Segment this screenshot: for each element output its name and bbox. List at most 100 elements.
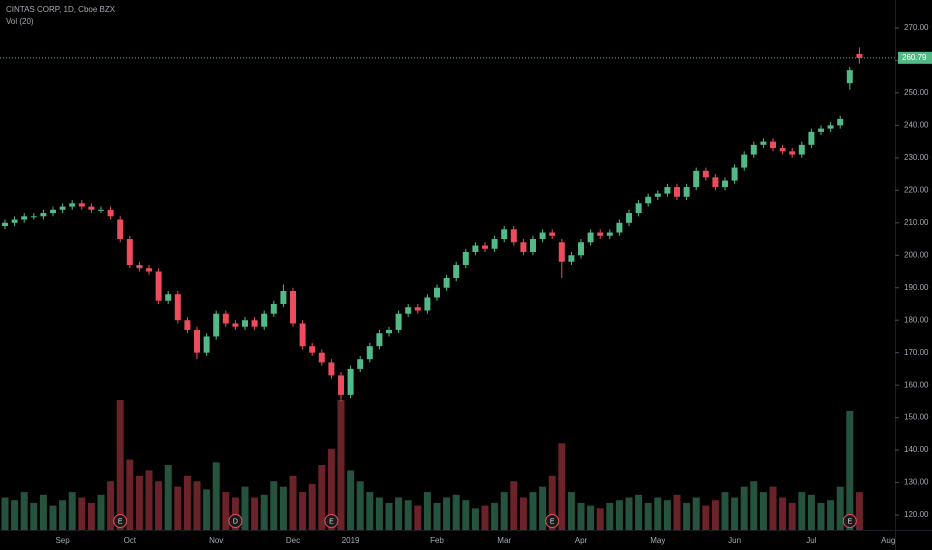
volume-bar xyxy=(231,497,239,530)
candle-body xyxy=(165,294,172,301)
volume-bar xyxy=(375,497,383,530)
candle-body xyxy=(510,229,517,243)
y-tick-label: 150.00 xyxy=(904,413,929,422)
volume-bar xyxy=(606,502,614,530)
volume-bar xyxy=(135,475,143,530)
candle-body xyxy=(30,216,37,218)
candle-body xyxy=(664,187,671,194)
candle-body xyxy=(558,242,565,262)
volume-bar xyxy=(587,505,595,530)
event-marker xyxy=(324,514,339,528)
candle-body xyxy=(587,232,594,243)
candle-body xyxy=(136,265,143,269)
event-label: E xyxy=(329,518,334,525)
volume-bar xyxy=(11,500,19,530)
volume-bar xyxy=(68,492,76,530)
candle-body xyxy=(299,323,306,347)
volume-bar xyxy=(558,443,566,530)
volume-bar xyxy=(452,494,460,530)
candle-body xyxy=(318,352,325,363)
candle-body xyxy=(280,290,287,304)
candle-body xyxy=(578,242,584,256)
candle-body xyxy=(98,209,104,211)
volume-bar xyxy=(635,494,643,530)
volume-bar xyxy=(721,492,729,530)
x-tick-label: Feb xyxy=(430,536,444,545)
volume-bar xyxy=(827,500,835,530)
candle-body xyxy=(261,313,268,327)
volume-bar xyxy=(337,400,345,530)
x-tick-label: Nov xyxy=(209,536,223,545)
candle-body xyxy=(155,271,162,301)
candle-body xyxy=(635,203,642,214)
volume-bar xyxy=(423,492,431,530)
y-tick-label: 200.00 xyxy=(904,250,929,259)
volume-bar xyxy=(596,508,604,530)
volume-bar xyxy=(625,497,633,530)
candle-body xyxy=(702,170,709,178)
x-tick-label: Oct xyxy=(124,536,137,545)
y-tick-label: 140.00 xyxy=(904,445,929,454)
volume-bar xyxy=(519,497,527,530)
candle-body xyxy=(674,187,680,197)
candle-body xyxy=(530,239,536,253)
candle-body xyxy=(11,219,18,223)
candle-body xyxy=(750,144,757,155)
volume-bar xyxy=(87,502,95,530)
volume-bar xyxy=(97,494,105,530)
volume-bar xyxy=(663,500,671,530)
candle-body xyxy=(645,196,652,204)
candle-body xyxy=(453,265,460,278)
candle-body xyxy=(549,232,556,236)
event-marker xyxy=(113,514,128,528)
volume-bar xyxy=(443,497,451,530)
volume-bar xyxy=(203,489,211,530)
volume-bar xyxy=(817,502,825,530)
candle-body xyxy=(366,346,373,360)
candle-body xyxy=(21,216,28,220)
volume-bar xyxy=(299,492,307,530)
volume-bar xyxy=(836,486,844,530)
candle-body xyxy=(482,245,488,249)
volume-bar xyxy=(529,492,537,530)
event-label: E xyxy=(118,518,123,525)
volume-bar xyxy=(731,497,739,530)
candle-body xyxy=(424,297,431,311)
volume-bar xyxy=(567,492,575,530)
candle-body xyxy=(818,128,824,132)
x-tick-label: May xyxy=(650,536,665,545)
candle-body xyxy=(386,329,392,334)
volume-bar xyxy=(212,462,220,530)
volume-bar xyxy=(270,481,278,530)
volume-bar xyxy=(356,481,364,530)
candle-body xyxy=(760,141,767,145)
candle-body xyxy=(376,333,383,347)
candle-body xyxy=(126,239,133,265)
event-label: E xyxy=(847,518,852,525)
volume-bar xyxy=(769,486,777,530)
candle-body xyxy=(434,287,440,298)
candle-body xyxy=(107,209,114,217)
event-label: E xyxy=(550,518,555,525)
y-tick-label: 240.00 xyxy=(904,120,929,129)
volume-bar xyxy=(327,448,335,530)
candle-body xyxy=(741,154,748,168)
event-marker xyxy=(842,514,857,528)
volume-bar xyxy=(174,486,182,530)
volume-bar xyxy=(318,465,326,530)
candle-body xyxy=(59,206,66,210)
last-price-box xyxy=(898,51,932,64)
candle-body xyxy=(174,294,181,321)
candle-body xyxy=(395,313,402,330)
volume-bar xyxy=(385,502,393,530)
candle-body xyxy=(213,313,220,337)
candle-body xyxy=(146,268,152,272)
volume-bar xyxy=(759,492,767,530)
volume-bar xyxy=(404,500,412,530)
volume-bar xyxy=(673,494,681,530)
volume-bar xyxy=(20,492,28,530)
candle-body xyxy=(693,170,700,188)
volume-bar xyxy=(183,475,191,530)
volume-bar xyxy=(116,400,124,530)
